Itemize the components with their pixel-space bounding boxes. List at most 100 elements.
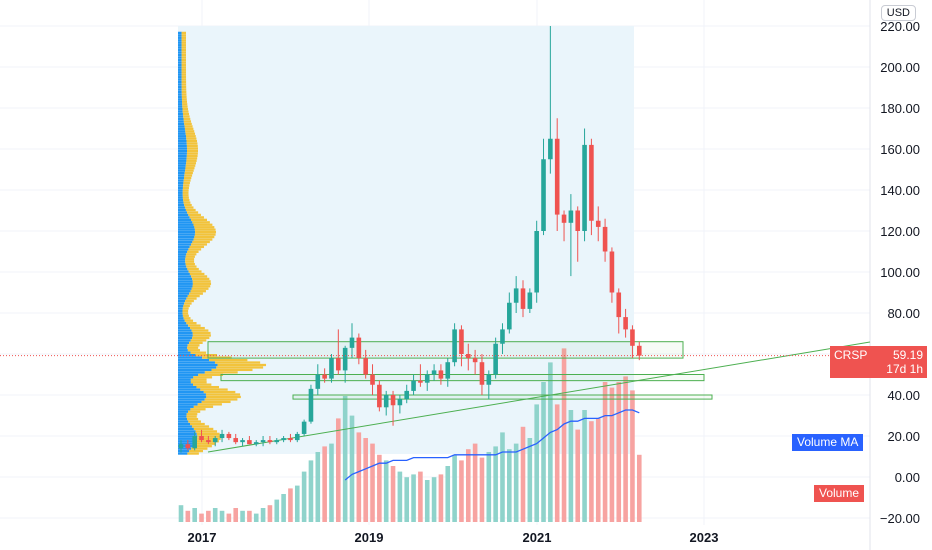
profile-row-down (186, 162, 197, 165)
support-zones[interactable] (207, 341, 713, 400)
volume-bar (472, 443, 478, 522)
profile-row-up (178, 371, 205, 374)
profile-row-down (190, 378, 207, 381)
volume-bar (281, 494, 286, 522)
profile-row-up (178, 413, 187, 416)
candle-body (500, 329, 505, 344)
volume-bar (424, 480, 430, 522)
profile-row-up (178, 250, 188, 253)
profile-row-up (178, 344, 188, 347)
profile-row-up (178, 122, 185, 126)
volume-bar (486, 452, 492, 522)
volume-bar (253, 513, 259, 522)
profile-row-up (178, 139, 187, 143)
price-axis[interactable]: 220.00 200.00 180.00 160.00 140.00 120.00 100.… (880, 19, 920, 526)
profile-row-up (178, 93, 182, 96)
profile-row-up (178, 329, 192, 332)
support-zone-box[interactable] (207, 341, 684, 359)
trend-line[interactable] (207, 341, 871, 453)
profile-row-down (187, 294, 200, 298)
profile-row-up (178, 162, 187, 165)
candle-body (329, 358, 334, 379)
profile-row-up (178, 203, 185, 207)
candle-body (288, 438, 293, 441)
profile-row-up (178, 408, 191, 411)
profile-row-up (178, 361, 215, 364)
time-axis[interactable]: 2017 2019 2021 2023 (188, 530, 719, 545)
profile-row-up (178, 88, 182, 91)
profile-row-down (185, 260, 195, 263)
y-tick-label: 180.00 (880, 101, 920, 116)
volume-bar (206, 510, 211, 522)
profile-row-up (178, 71, 182, 74)
volume-bar (322, 446, 327, 522)
profile-row-up (178, 415, 187, 418)
profile-row-down (185, 167, 195, 170)
profile-row-up (178, 312, 183, 315)
profile-row-down (181, 44, 187, 47)
profile-row-up (178, 112, 183, 116)
volume-bar (260, 508, 266, 522)
profile-row-up (178, 432, 197, 436)
profile-row-down (188, 324, 201, 327)
profile-row-down (187, 250, 199, 253)
currency-button[interactable]: USD (880, 5, 916, 21)
profile-row-down (185, 132, 196, 135)
profile-row-down (186, 137, 197, 140)
volume-bar (507, 449, 512, 522)
profile-row-down (189, 449, 203, 453)
profile-row-down (182, 112, 190, 116)
candle-body (219, 433, 225, 439)
profile-row-up (178, 398, 205, 401)
volume-bar (452, 454, 457, 522)
profile-row-down (184, 302, 192, 305)
profile-row-down (192, 240, 210, 244)
profile-row-up (178, 346, 188, 349)
profile-row-up (178, 294, 188, 298)
profile-row-down (181, 71, 187, 74)
volume-bar (445, 466, 451, 522)
candle-body (472, 358, 478, 363)
volume-bar (247, 510, 252, 522)
profile-row-down (191, 275, 208, 278)
profile-row-down (183, 176, 192, 180)
candle-body (226, 433, 232, 439)
profile-row-down (185, 169, 194, 172)
profile-row-down (188, 248, 202, 251)
profile-row-up (178, 447, 192, 450)
profile-row-down (186, 154, 198, 158)
profile-row-up (178, 393, 206, 396)
candle-body (308, 388, 314, 422)
profile-row-down (183, 179, 191, 182)
y-tick-label: 40.00 (887, 388, 920, 403)
candle-body (233, 438, 239, 443)
profile-row-up (178, 135, 186, 138)
volume-bar (185, 510, 191, 522)
volume-bar (226, 513, 232, 522)
profile-row-up (178, 383, 194, 386)
profile-row-down (185, 299, 194, 303)
profile-row-down (183, 115, 190, 118)
profile-row-up (178, 216, 190, 219)
profile-row-down (187, 417, 199, 421)
profile-row-down (203, 390, 236, 394)
candle-body (294, 433, 300, 441)
profile-row-up (178, 319, 185, 322)
profile-row-down (181, 88, 187, 91)
candle-body (595, 220, 601, 227)
profile-row-up (178, 422, 191, 426)
profile-row-up (178, 78, 182, 81)
profile-row-up (178, 253, 187, 256)
profile-row-down (182, 100, 188, 103)
candle-body (240, 440, 245, 443)
profile-row-up (178, 144, 187, 148)
profile-row-up (178, 358, 210, 362)
volume-bar (411, 474, 416, 522)
profile-row-up (178, 164, 186, 167)
support-zone-box[interactable] (220, 374, 705, 382)
candle-body (582, 144, 587, 231)
support-zone-box[interactable] (292, 394, 713, 400)
profile-row-down (181, 36, 187, 39)
profile-row-down (193, 383, 212, 386)
